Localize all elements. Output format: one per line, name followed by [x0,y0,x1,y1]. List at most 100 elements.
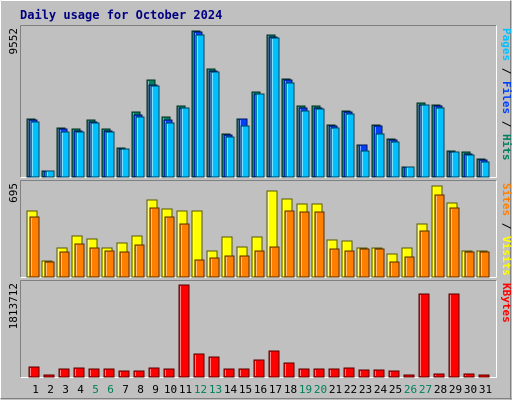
bar-pages-31 [480,161,490,178]
bar-kbytes-1 [28,366,40,378]
side-label-part: Visits [500,236,512,276]
x-tick-label: 19 [299,383,312,396]
bar-kbytes-31 [478,374,490,378]
bar-pages-22 [345,113,355,178]
bar-sites-14 [224,255,235,278]
x-tick-label: 11 [179,383,192,396]
bar-kbytes-25 [388,370,400,378]
x-tick-label: 2 [47,383,54,396]
bar-pages-26 [405,166,415,178]
bar-sites-25 [389,261,400,278]
bar-sites-3 [59,251,70,278]
bar-kbytes-11 [178,284,190,378]
bar-kbytes-6 [103,368,115,378]
bar-pages-9 [150,85,160,178]
x-tick-label: 22 [344,383,357,396]
bar-pages-17 [270,37,280,178]
bar-kbytes-29 [448,293,460,378]
x-tick-label: 24 [374,383,388,396]
bar-kbytes-30 [463,373,475,378]
bar-sites-27 [419,230,430,278]
bar-kbytes-16 [253,359,265,378]
bar-kbytes-24 [373,369,385,378]
bar-kbytes-21 [328,368,340,378]
side-label-part: KBytes [500,283,512,323]
x-tick-label: 26 [404,383,417,396]
bar-sites-7 [119,251,130,278]
bar-pages-25 [390,141,400,178]
bar-sites-1 [29,216,40,278]
bar-sites-22 [344,250,355,278]
bar-pages-23 [360,150,370,178]
bar-kbytes-14 [223,368,235,378]
side-label-part: Files [500,81,512,114]
bar-pages-3 [60,131,70,178]
x-tick-label: 8 [137,383,144,396]
x-tick-label: 31 [479,383,492,396]
panel-hits-files-pages: 9552 Pages / Files / Hits [7,25,512,178]
bar-sites-21 [329,248,340,278]
bar-kbytes-3 [58,368,70,378]
bar-pages-13 [210,71,220,178]
side-label: Sites / Visits [500,183,512,276]
chart-panels: 9552 Pages / Files / Hits 695 Sites / Visit… [7,25,512,378]
x-tick-label: 1 [32,383,39,396]
bar-kbytes-20 [313,368,325,378]
bar-pages-15 [240,125,250,178]
bar-sites-5 [89,247,100,278]
side-label: Pages / Files / Hits [500,28,512,161]
bar-kbytes-19 [298,368,310,378]
bar-kbytes-22 [343,367,355,378]
bar-pages-19 [300,110,310,178]
bar-sites-9 [149,207,160,278]
x-tick-label: 4 [77,383,84,396]
bar-sites-28 [434,194,445,278]
bar-pages-8 [135,116,145,178]
side-label-part: Pages [500,28,512,61]
side-label-part: Sites [500,183,512,216]
bar-kbytes-4 [73,367,85,378]
bar-kbytes-13 [208,356,220,378]
bar-kbytes-8 [133,370,145,378]
side-label-part: / [500,216,512,236]
chart-title: Daily usage for October 2024 [20,8,222,22]
bar-sites-13 [209,257,220,278]
bar-sites-4 [74,243,85,278]
bar-kbytes-7 [118,370,130,378]
bar-sites-29 [449,207,460,278]
x-tick-label: 5 [92,383,99,396]
side-label: KBytes [500,283,512,323]
x-tick-label: 20 [314,383,327,396]
bar-pages-28 [435,107,445,178]
bar-pages-29 [450,151,460,178]
bar-pages-1 [30,121,40,178]
bar-sites-8 [134,244,145,278]
side-label-part: / [500,61,512,81]
bar-kbytes-9 [148,367,160,378]
side-label-part: / [500,114,512,134]
bar-sites-31 [479,251,490,278]
bar-kbytes-5 [88,368,100,378]
x-tick-label: 25 [389,383,402,396]
bar-pages-18 [285,82,295,178]
bar-kbytes-27 [418,293,430,378]
bar-sites-24 [374,248,385,278]
x-tick-label: 18 [284,383,297,396]
x-tick-label: 6 [107,383,114,396]
bar-sites-16 [254,250,265,278]
bar-kbytes-23 [358,369,370,378]
x-tick-label: 21 [329,383,342,396]
panel-kbytes: 1813712 KBytes [7,280,512,378]
bar-pages-2 [45,170,55,178]
bar-pages-6 [105,131,115,178]
bar-kbytes-2 [43,374,55,378]
bar-pages-24 [375,133,385,178]
panel-visits-sites: 695 Sites / Visits [7,180,512,278]
bar-sites-30 [464,251,475,278]
bar-pages-27 [420,104,430,178]
x-tick-label: 27 [419,383,432,396]
bar-sites-12 [194,259,205,278]
bar-kbytes-15 [238,368,250,378]
side-label-part: Hits [500,134,512,161]
y-max-label: 9552 [7,28,20,55]
